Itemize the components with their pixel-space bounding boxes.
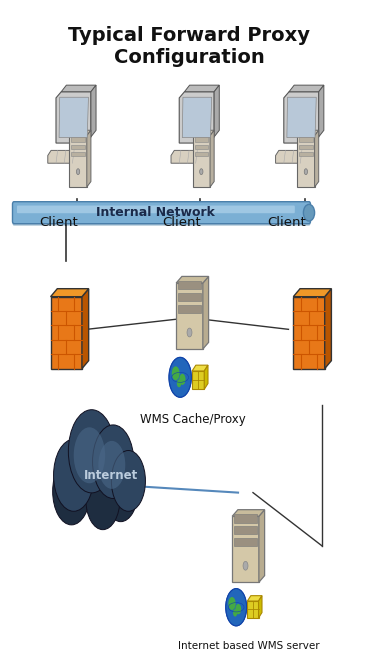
- Circle shape: [53, 439, 94, 511]
- Circle shape: [111, 450, 146, 511]
- Circle shape: [74, 427, 105, 483]
- Polygon shape: [56, 92, 91, 143]
- Circle shape: [53, 458, 90, 525]
- Polygon shape: [176, 276, 208, 283]
- Text: Client: Client: [163, 216, 201, 229]
- Polygon shape: [193, 130, 214, 136]
- Polygon shape: [232, 509, 265, 516]
- FancyBboxPatch shape: [17, 206, 295, 213]
- FancyBboxPatch shape: [195, 144, 208, 149]
- Circle shape: [77, 169, 80, 175]
- Polygon shape: [182, 97, 212, 138]
- Polygon shape: [179, 92, 214, 143]
- FancyBboxPatch shape: [13, 202, 310, 226]
- Polygon shape: [214, 85, 219, 137]
- Circle shape: [243, 561, 248, 570]
- Polygon shape: [293, 289, 331, 296]
- Polygon shape: [210, 130, 214, 187]
- FancyBboxPatch shape: [71, 137, 85, 142]
- FancyBboxPatch shape: [195, 137, 208, 142]
- FancyBboxPatch shape: [299, 152, 313, 157]
- Polygon shape: [192, 371, 204, 389]
- Polygon shape: [232, 516, 259, 582]
- Polygon shape: [59, 97, 88, 138]
- FancyBboxPatch shape: [71, 144, 85, 149]
- FancyBboxPatch shape: [178, 293, 201, 301]
- Polygon shape: [247, 595, 262, 601]
- FancyBboxPatch shape: [71, 152, 85, 157]
- Polygon shape: [50, 289, 89, 296]
- Text: Client: Client: [39, 216, 78, 229]
- Ellipse shape: [304, 204, 315, 221]
- FancyBboxPatch shape: [178, 281, 201, 289]
- Polygon shape: [48, 151, 81, 163]
- Circle shape: [172, 366, 180, 380]
- Polygon shape: [176, 283, 203, 349]
- Polygon shape: [319, 85, 324, 137]
- Polygon shape: [204, 365, 208, 389]
- Polygon shape: [247, 601, 258, 618]
- Circle shape: [179, 374, 186, 385]
- Circle shape: [187, 328, 192, 337]
- Circle shape: [304, 169, 307, 175]
- Circle shape: [99, 441, 125, 489]
- FancyBboxPatch shape: [193, 136, 210, 187]
- Circle shape: [177, 379, 181, 387]
- FancyBboxPatch shape: [297, 136, 315, 187]
- FancyBboxPatch shape: [234, 526, 257, 534]
- Circle shape: [235, 604, 241, 614]
- Polygon shape: [297, 130, 319, 136]
- Circle shape: [92, 425, 134, 499]
- Polygon shape: [293, 296, 325, 369]
- FancyBboxPatch shape: [69, 136, 87, 187]
- FancyBboxPatch shape: [195, 152, 208, 157]
- Text: Typical Forward Proxy
Configuration: Typical Forward Proxy Configuration: [69, 26, 310, 67]
- Circle shape: [68, 410, 115, 493]
- Polygon shape: [287, 97, 316, 138]
- Polygon shape: [325, 289, 331, 369]
- FancyBboxPatch shape: [234, 515, 257, 523]
- FancyBboxPatch shape: [299, 144, 313, 149]
- FancyBboxPatch shape: [299, 137, 313, 142]
- Polygon shape: [69, 130, 91, 136]
- Circle shape: [226, 589, 247, 626]
- FancyBboxPatch shape: [178, 304, 201, 312]
- Polygon shape: [185, 85, 219, 92]
- Text: Internal Network: Internal Network: [96, 206, 215, 218]
- Text: Client: Client: [267, 216, 306, 229]
- Circle shape: [104, 461, 138, 521]
- Polygon shape: [315, 130, 319, 187]
- Polygon shape: [276, 151, 309, 163]
- Circle shape: [228, 597, 236, 610]
- Polygon shape: [82, 289, 89, 369]
- Circle shape: [233, 609, 237, 617]
- Circle shape: [169, 358, 191, 397]
- Polygon shape: [258, 595, 262, 618]
- Polygon shape: [171, 151, 204, 163]
- Circle shape: [86, 469, 120, 530]
- Text: Internet based WMS server: Internet based WMS server: [179, 640, 320, 650]
- Polygon shape: [203, 276, 208, 349]
- Polygon shape: [50, 296, 82, 369]
- Polygon shape: [284, 92, 319, 143]
- Polygon shape: [192, 365, 208, 371]
- Text: Internet: Internet: [84, 470, 138, 482]
- Polygon shape: [91, 85, 96, 137]
- Polygon shape: [61, 85, 96, 92]
- Polygon shape: [87, 130, 91, 187]
- Text: WMS Cache/Proxy: WMS Cache/Proxy: [140, 413, 246, 425]
- Polygon shape: [259, 509, 265, 582]
- FancyBboxPatch shape: [234, 538, 257, 546]
- Circle shape: [200, 169, 203, 175]
- Polygon shape: [289, 85, 324, 92]
- FancyBboxPatch shape: [13, 202, 310, 224]
